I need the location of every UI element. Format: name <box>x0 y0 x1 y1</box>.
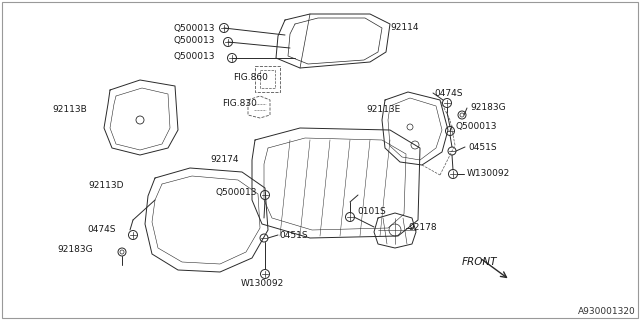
Text: 0451S: 0451S <box>279 230 308 239</box>
Text: W130092: W130092 <box>241 279 284 289</box>
Text: 92114: 92114 <box>390 23 419 33</box>
Text: 0474S: 0474S <box>87 226 115 235</box>
Text: 0474S: 0474S <box>434 89 463 98</box>
Text: 92113B: 92113B <box>52 106 87 115</box>
Text: 92183G: 92183G <box>57 244 93 253</box>
Text: A930001320: A930001320 <box>579 307 636 316</box>
Text: 92113D: 92113D <box>88 180 124 189</box>
Text: FRONT: FRONT <box>462 257 497 267</box>
Text: FIG.860: FIG.860 <box>233 74 268 83</box>
Text: Q500013: Q500013 <box>173 52 215 61</box>
Text: 92178: 92178 <box>408 223 436 233</box>
Text: W130092: W130092 <box>467 170 510 179</box>
Text: Q500013: Q500013 <box>173 36 215 45</box>
Text: Q500013: Q500013 <box>455 122 497 131</box>
Text: 92113E: 92113E <box>366 106 400 115</box>
Text: FIG.830: FIG.830 <box>222 99 257 108</box>
Text: 0101S: 0101S <box>357 207 386 217</box>
Text: 92174: 92174 <box>210 156 239 164</box>
Text: 92183G: 92183G <box>470 103 506 113</box>
Text: 0451S: 0451S <box>468 142 497 151</box>
Text: Q500013: Q500013 <box>173 23 215 33</box>
Text: Q500013: Q500013 <box>216 188 257 197</box>
